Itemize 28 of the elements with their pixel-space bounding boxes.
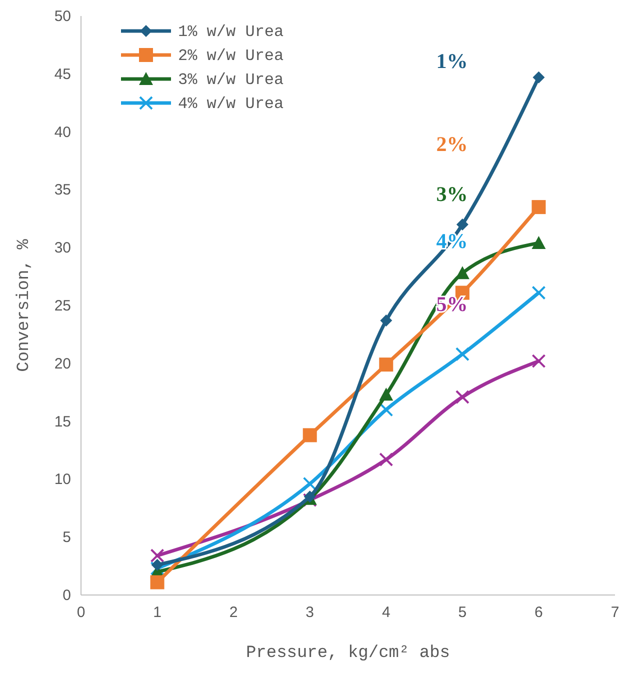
y-tick-label: 25 — [54, 298, 71, 314]
legend-label: 3% w/w Urea — [178, 71, 284, 89]
x-tick-label: 6 — [534, 604, 543, 621]
y-tick-label: 5 — [62, 529, 71, 546]
y-tick-label: 45 — [54, 66, 71, 83]
annotation: 3% — [436, 182, 468, 206]
y-tick-label: 30 — [54, 240, 71, 257]
x-tick-label: 2 — [229, 604, 238, 621]
x-tick-label: 4 — [382, 604, 390, 621]
x-axis-title: Pressure, kg/cm² abs — [246, 644, 450, 663]
x-tick-label: 7 — [610, 604, 620, 621]
y-tick-label: 15 — [54, 413, 71, 430]
x-tick-label: 3 — [306, 604, 314, 621]
y-axis-title: Conversion, % — [15, 238, 34, 372]
y-tick-label: 50 — [54, 8, 71, 25]
y-tick-label: 0 — [62, 587, 71, 604]
x-tick-label: 1 — [153, 604, 162, 621]
x-tick-label: 0 — [76, 604, 86, 621]
x-tick-label: 5 — [458, 604, 467, 621]
legend-label: 4% w/w Urea — [178, 95, 284, 113]
y-tick-label: 20 — [54, 355, 71, 372]
legend-label: 1% w/w Urea — [178, 23, 284, 41]
y-tick-label: 35 — [54, 182, 71, 199]
legend-label: 2% w/w Urea — [178, 47, 284, 65]
annotation: 2% — [436, 132, 468, 156]
y-tick-label: 10 — [54, 471, 71, 488]
y-tick-label: 40 — [54, 124, 71, 141]
annotation: 1% — [436, 49, 468, 73]
